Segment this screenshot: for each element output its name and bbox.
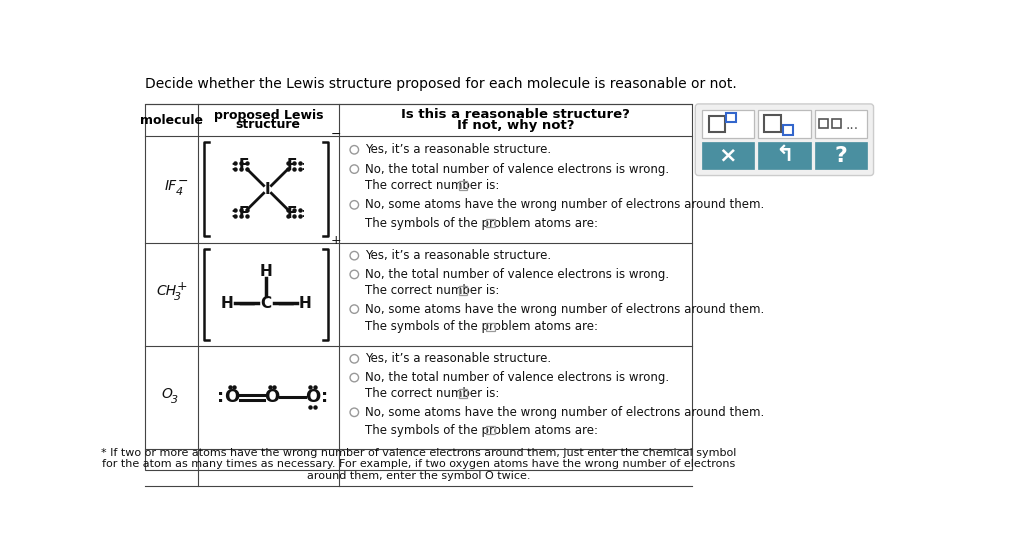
Text: F: F [286, 158, 297, 173]
Text: ↰: ↰ [775, 146, 794, 166]
Bar [758, 110, 811, 138]
Text: :: : [217, 388, 224, 406]
Text: 3: 3 [174, 292, 181, 302]
Text: C: C [260, 296, 271, 311]
Text: No, the total number of valence electrons is wrong.: No, the total number of valence electron… [366, 162, 670, 176]
Bar [486, 426, 495, 434]
Text: −: − [331, 128, 341, 141]
Text: CH: CH [157, 284, 177, 298]
Text: O: O [305, 388, 321, 406]
Text: O: O [162, 387, 172, 401]
Text: F: F [239, 158, 249, 173]
Text: 4: 4 [175, 187, 182, 198]
Text: The symbols of the problem atoms are:: The symbols of the problem atoms are: [366, 424, 598, 436]
Text: F: F [239, 205, 249, 220]
Bar [726, 113, 735, 122]
Text: molecule: molecule [140, 114, 203, 127]
Text: The symbols of the problem atoms are:: The symbols of the problem atoms are: [366, 217, 598, 230]
Bar [459, 389, 467, 398]
Text: O: O [264, 388, 280, 406]
Text: Yes, it’s a reasonable structure.: Yes, it’s a reasonable structure. [366, 249, 551, 262]
Text: Is this a reasonable structure?: Is this a reasonable structure? [401, 108, 630, 121]
Bar [701, 110, 755, 138]
Text: :: : [230, 206, 236, 220]
Text: ×: × [719, 146, 737, 166]
Text: The correct number is:: The correct number is: [366, 179, 500, 192]
Text: ?: ? [835, 146, 848, 166]
Text: Decide whether the Lewis structure proposed for each molecule is reasonable or n: Decide whether the Lewis structure propo… [145, 77, 737, 91]
Bar [758, 142, 811, 170]
Bar [764, 115, 781, 132]
Text: :: : [300, 158, 304, 172]
Bar [818, 118, 827, 128]
Text: +: + [177, 280, 187, 293]
Text: Yes, it’s a reasonable structure.: Yes, it’s a reasonable structure. [366, 352, 551, 365]
Text: No, some atoms have the wrong number of electrons around them.: No, some atoms have the wrong number of … [366, 302, 764, 316]
Text: Yes, it’s a reasonable structure.: Yes, it’s a reasonable structure. [366, 143, 551, 156]
Text: O: O [224, 388, 240, 406]
Text: :: : [230, 158, 236, 172]
Bar [831, 118, 841, 128]
Bar [486, 323, 495, 331]
Bar [815, 110, 867, 138]
Bar [783, 124, 793, 134]
Text: H: H [259, 263, 272, 278]
Text: —: — [278, 295, 294, 312]
Text: The correct number is:: The correct number is: [366, 284, 500, 297]
Bar [701, 142, 755, 170]
Text: * If two or more atoms have the wrong number of valence electrons around them, j: * If two or more atoms have the wrong nu… [101, 448, 736, 481]
Text: proposed Lewis: proposed Lewis [214, 109, 323, 122]
Text: H: H [298, 296, 311, 311]
FancyBboxPatch shape [695, 104, 873, 176]
Text: I: I [264, 182, 270, 197]
Text: H: H [221, 296, 233, 311]
Text: The symbols of the problem atoms are:: The symbols of the problem atoms are: [366, 320, 598, 334]
Text: The correct number is:: The correct number is: [366, 387, 500, 400]
Text: +: + [331, 234, 341, 247]
Bar [815, 142, 867, 170]
Text: —: — [239, 295, 255, 312]
Text: No, some atoms have the wrong number of electrons around them.: No, some atoms have the wrong number of … [366, 198, 764, 211]
Text: :: : [300, 206, 304, 220]
Text: No, some atoms have the wrong number of electrons around them.: No, some atoms have the wrong number of … [366, 406, 764, 419]
Text: :: : [321, 388, 328, 406]
Bar [145, 104, 692, 470]
Bar [459, 181, 467, 190]
Text: If not, why not?: If not, why not? [457, 119, 574, 132]
Bar [459, 286, 467, 295]
Bar [486, 219, 495, 228]
Text: IF: IF [165, 179, 177, 193]
Text: ...: ... [845, 118, 858, 132]
Text: F: F [286, 205, 297, 220]
Bar [710, 116, 725, 132]
Text: No, the total number of valence electrons is wrong.: No, the total number of valence electron… [366, 371, 670, 384]
Text: No, the total number of valence electrons is wrong.: No, the total number of valence electron… [366, 268, 670, 281]
Text: −: − [178, 175, 188, 188]
Text: 3: 3 [171, 396, 178, 405]
Text: structure: structure [236, 118, 301, 131]
